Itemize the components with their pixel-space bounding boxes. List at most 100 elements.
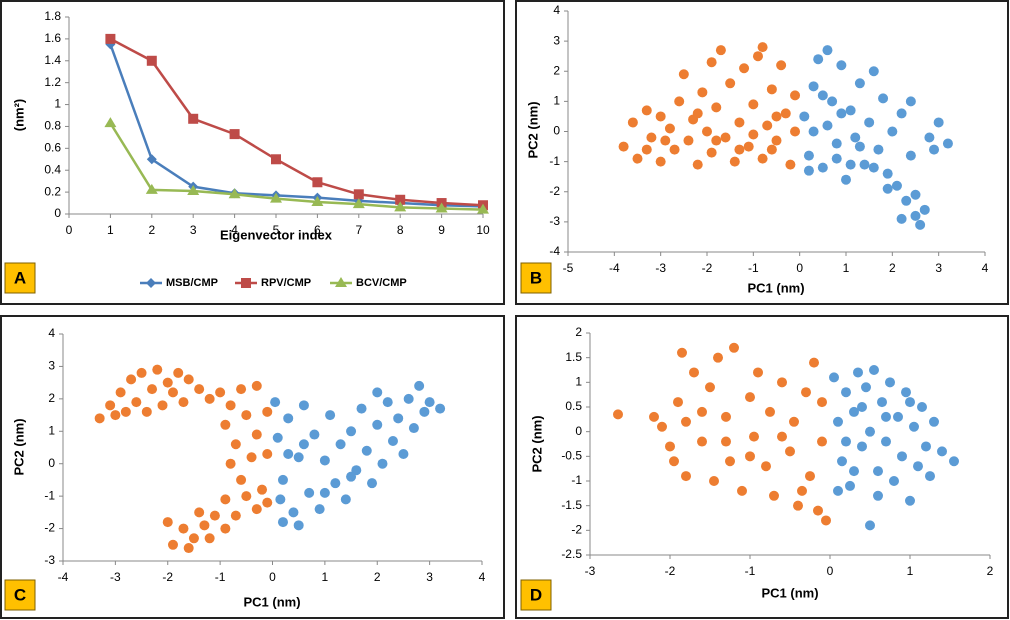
point: [709, 476, 719, 486]
x-tick-label: 1: [107, 223, 114, 237]
point: [841, 387, 851, 398]
point: [162, 517, 173, 528]
point: [831, 153, 842, 164]
x-tick-label: 2: [889, 261, 896, 275]
marker: [352, 198, 365, 209]
point: [209, 510, 220, 521]
point: [789, 416, 799, 427]
point: [921, 441, 931, 452]
point: [262, 497, 273, 508]
x-axis-title: Eigenvector index: [220, 227, 333, 242]
point: [757, 153, 768, 164]
y-tick-label: 0.8: [44, 119, 61, 133]
point: [817, 397, 827, 408]
x-tick-label: 10: [476, 223, 490, 237]
point: [881, 436, 891, 447]
panel-label: C: [14, 585, 26, 604]
point: [715, 45, 726, 56]
point: [711, 102, 722, 113]
point: [199, 520, 210, 531]
y-tick-label: -1.5: [561, 498, 582, 512]
point: [204, 533, 215, 544]
point: [152, 364, 163, 375]
point: [748, 99, 759, 110]
point: [262, 448, 273, 459]
point: [251, 429, 262, 440]
point: [865, 426, 875, 437]
point: [790, 126, 801, 137]
point: [799, 111, 810, 122]
point: [435, 403, 446, 414]
point: [115, 387, 126, 398]
point: [167, 539, 178, 550]
point: [335, 439, 346, 450]
series-line: [109, 122, 484, 211]
point: [194, 384, 205, 395]
point: [330, 478, 341, 489]
panel-label-box: [520, 579, 552, 611]
point: [821, 515, 831, 526]
point: [817, 162, 828, 173]
point: [346, 471, 357, 482]
point: [721, 436, 731, 447]
point: [790, 90, 801, 101]
x-tick-label: -1: [745, 564, 756, 578]
x-tick-label: 1: [322, 570, 329, 584]
point: [293, 520, 304, 531]
point: [873, 466, 883, 477]
panel: 0 1 2 3 4 5 6 7 8 9 10 0 0.2 0.4 0.6 0.8 1 1.2 1.4 1.6 1.8 Ei…: [0, 0, 505, 305]
point: [657, 421, 667, 432]
point: [246, 452, 257, 463]
x-tick-label: 4: [479, 570, 486, 584]
x-tick-label: 3: [426, 570, 433, 584]
point: [761, 461, 771, 472]
x-tick-label: -3: [585, 564, 596, 578]
x-tick-label: -5: [563, 261, 574, 275]
point: [673, 397, 683, 408]
x-tick-label: -1: [215, 570, 226, 584]
point: [649, 411, 659, 422]
point: [868, 66, 879, 77]
point: [831, 138, 842, 149]
point: [230, 510, 241, 521]
y-tick-label: -2.5: [561, 547, 582, 561]
point: [220, 494, 231, 505]
x-tick-label: 3: [935, 261, 942, 275]
point: [408, 423, 419, 434]
point: [845, 105, 856, 116]
point: [833, 485, 843, 496]
point: [110, 410, 121, 421]
point: [613, 409, 623, 420]
x-tick-label: 2: [374, 570, 381, 584]
panel-label: B: [530, 268, 542, 287]
point: [725, 78, 736, 89]
point: [854, 78, 865, 89]
point: [905, 150, 916, 161]
point: [752, 51, 763, 62]
point: [706, 57, 717, 68]
point: [829, 372, 839, 383]
y-tick-label: 0: [54, 206, 61, 220]
point: [808, 126, 819, 137]
point: [865, 520, 875, 531]
point: [162, 377, 173, 388]
marker: [228, 188, 241, 199]
point: [861, 382, 871, 393]
point: [777, 377, 787, 388]
point: [304, 487, 315, 498]
point: [797, 485, 807, 496]
marker: [271, 154, 281, 165]
point: [147, 384, 158, 395]
y-tick-label: 1: [575, 375, 582, 389]
point: [94, 413, 105, 424]
y-tick-label: -1: [571, 473, 582, 487]
point: [882, 168, 893, 179]
point: [929, 144, 940, 155]
point: [817, 90, 828, 101]
x-tick-label: 2: [987, 564, 994, 578]
y-tick-label: -3: [44, 553, 55, 567]
point: [893, 411, 903, 422]
y-tick-label: 1.8: [44, 9, 61, 23]
